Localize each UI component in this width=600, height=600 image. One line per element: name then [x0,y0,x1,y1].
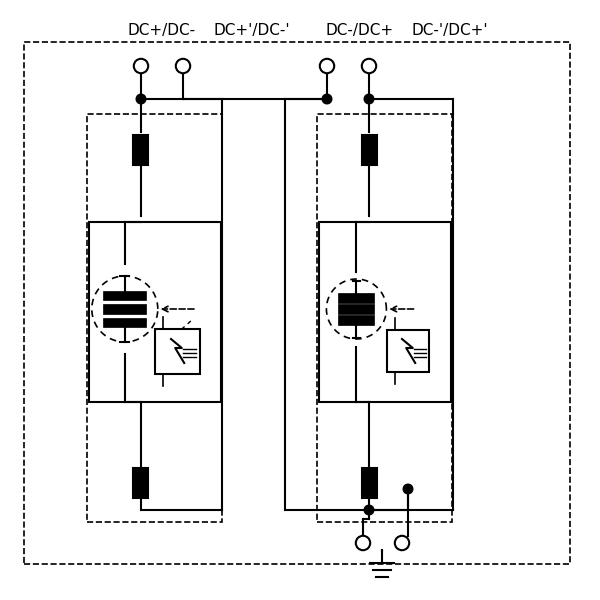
Circle shape [134,59,148,73]
Bar [361,135,377,165]
Circle shape [364,505,374,515]
Circle shape [364,94,374,104]
Bar [338,293,374,302]
Bar [361,468,377,498]
Circle shape [322,94,332,104]
Bar [103,290,146,300]
Bar [103,318,146,328]
Text: DC+/DC-: DC+/DC- [128,22,196,37]
Bar [338,304,374,314]
Circle shape [320,59,334,73]
Bar [133,468,148,498]
Bar [155,329,199,373]
Text: DC-/DC+: DC-/DC+ [326,22,394,37]
Bar [387,330,429,372]
Circle shape [395,536,409,550]
Bar [103,304,146,314]
Text: DC-'/DC+': DC-'/DC+' [412,22,488,37]
Circle shape [356,536,370,550]
Circle shape [176,59,190,73]
Circle shape [136,94,146,104]
Circle shape [403,484,413,494]
Bar [338,316,374,325]
Bar [133,135,148,165]
Circle shape [362,59,376,73]
Text: DC+'/DC-': DC+'/DC-' [214,22,290,37]
